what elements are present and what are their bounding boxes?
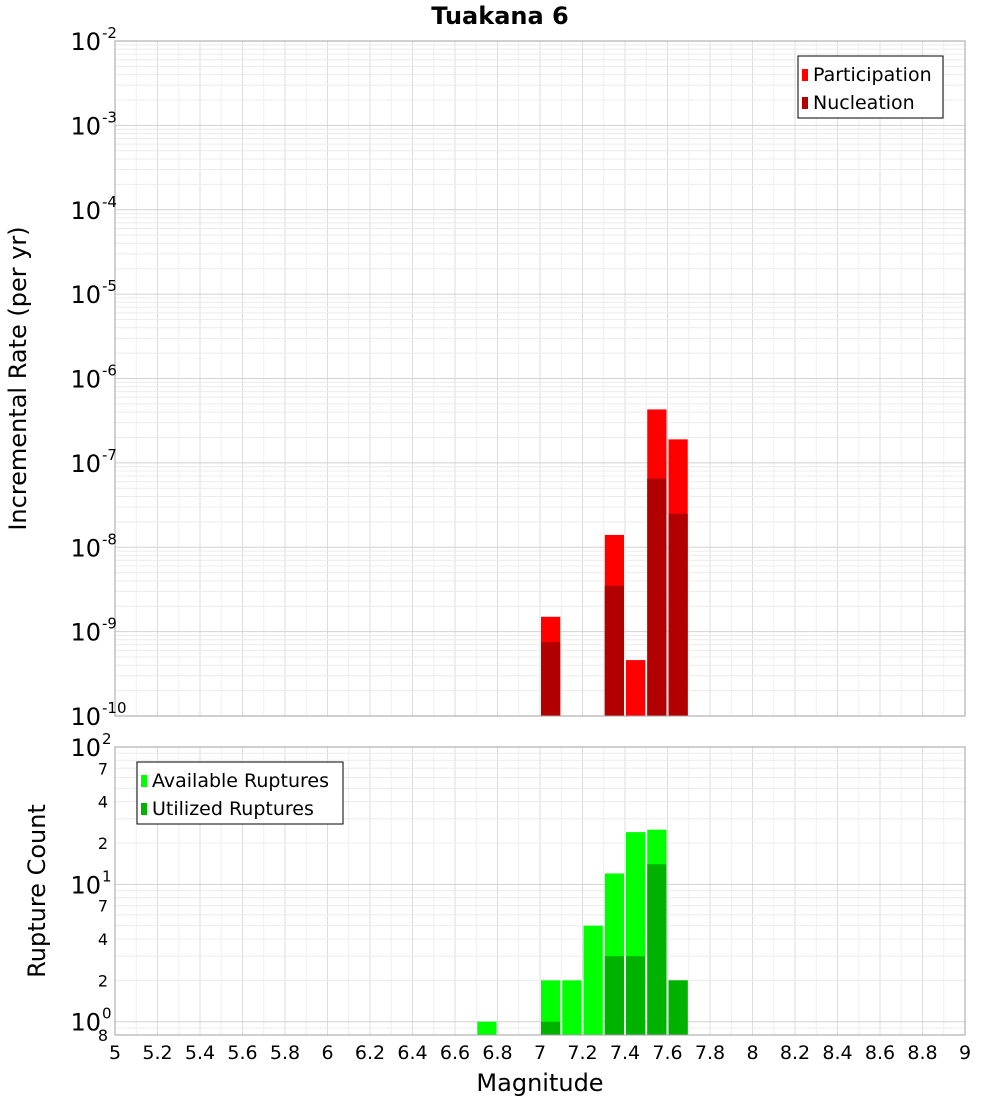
y-minor-tick-label: 8 bbox=[98, 1026, 108, 1045]
x-tick-label: 9 bbox=[959, 1042, 971, 1064]
y-minor-tick-label: 4 bbox=[98, 930, 108, 949]
y-tick-exponent: 2 bbox=[102, 730, 112, 748]
y-tick-exponent: -5 bbox=[102, 277, 117, 295]
y-tick-label: 10 bbox=[70, 197, 101, 225]
y-tick-exponent: -9 bbox=[102, 615, 117, 633]
x-tick-label: 6.6 bbox=[440, 1042, 470, 1064]
y-tick-label: 10 bbox=[70, 366, 101, 394]
chart-title: Tuakana 6 bbox=[431, 2, 569, 30]
y-tick-label: 10 bbox=[70, 734, 101, 762]
x-tick-label: 8 bbox=[746, 1042, 758, 1064]
bar-available-ruptures bbox=[477, 1021, 497, 1035]
legend-swatch bbox=[802, 97, 808, 109]
x-tick-label: 6.2 bbox=[355, 1042, 385, 1064]
y-tick-label: 10 bbox=[70, 534, 101, 562]
y-tick-exponent: -6 bbox=[102, 362, 117, 380]
legend-label: Participation bbox=[813, 64, 932, 86]
y-minor-tick-label: 4 bbox=[98, 793, 108, 812]
bar-participation bbox=[626, 660, 646, 716]
bar-available-ruptures bbox=[541, 980, 561, 1035]
y-tick-exponent: -7 bbox=[102, 446, 117, 464]
x-axis-label: Magnitude bbox=[476, 1069, 603, 1097]
x-tick-label: 7.8 bbox=[695, 1042, 725, 1064]
y-tick-exponent: 1 bbox=[102, 867, 112, 885]
x-tick-label: 6.4 bbox=[397, 1042, 427, 1064]
bar-utilized-ruptures bbox=[668, 980, 688, 1035]
x-tick-label: 8.6 bbox=[865, 1042, 895, 1064]
y-minor-tick-label: 2 bbox=[98, 971, 108, 990]
bar-nucleation bbox=[668, 513, 688, 716]
bar-nucleation bbox=[604, 585, 624, 716]
x-tick-label: 5.4 bbox=[185, 1042, 215, 1064]
y-tick-label: 10 bbox=[70, 871, 101, 899]
y-minor-tick-label: 7 bbox=[98, 759, 108, 778]
y-tick-exponent: -2 bbox=[102, 24, 117, 42]
y-tick-label: 10 bbox=[70, 450, 101, 478]
x-tick-label: 8.8 bbox=[907, 1042, 937, 1064]
x-tick-label: 7.6 bbox=[652, 1042, 682, 1064]
y-axis-label: Rupture Count bbox=[23, 804, 51, 978]
y-minor-tick-label: 2 bbox=[98, 834, 108, 853]
x-tick-label: 5.2 bbox=[142, 1042, 172, 1064]
y-tick-label: 10 bbox=[70, 281, 101, 309]
x-tick-label: 5.8 bbox=[270, 1042, 300, 1064]
x-tick-label: 8.2 bbox=[780, 1042, 810, 1064]
legend: Participation Nucleation bbox=[797, 55, 944, 119]
x-tick-label: 5 bbox=[109, 1042, 121, 1064]
y-tick-exponent: -3 bbox=[102, 108, 117, 126]
legend-label: Available Ruptures bbox=[152, 770, 329, 792]
x-tick-label: 7 bbox=[534, 1042, 546, 1064]
legend-box bbox=[797, 55, 944, 119]
plot-border bbox=[114, 746, 966, 1036]
x-tick-label: 7.4 bbox=[610, 1042, 640, 1064]
x-tick-label: 7.2 bbox=[567, 1042, 597, 1064]
bar-utilized-ruptures bbox=[647, 864, 667, 1035]
bar-nucleation bbox=[541, 642, 561, 716]
legend-label: Nucleation bbox=[813, 92, 915, 114]
y-tick-label: 10 bbox=[70, 1009, 101, 1037]
x-tick-label: 8.4 bbox=[822, 1042, 852, 1064]
legend: Available Ruptures Utilized Ruptures bbox=[136, 761, 344, 825]
x-axis: 5 5.2 5.4 5.6 5.8 6 6.2 6.4 6.6 6.8 7 7.2 7.4 7.6 7.8 8… bbox=[109, 1042, 971, 1064]
y-tick-exponent: -10 bbox=[102, 699, 127, 717]
plot-border bbox=[114, 40, 966, 717]
bar-available-ruptures bbox=[562, 980, 582, 1035]
legend-swatch bbox=[141, 775, 147, 787]
legend-box bbox=[136, 761, 344, 825]
bar-available-ruptures bbox=[583, 925, 603, 1035]
legend-label: Utilized Ruptures bbox=[152, 798, 314, 820]
y-axis-label: Incremental Rate (per yr) bbox=[4, 226, 32, 530]
y-tick-exponent: -8 bbox=[102, 530, 117, 548]
bar-utilized-ruptures bbox=[541, 1021, 561, 1035]
y-minor-tick-label: 7 bbox=[98, 897, 108, 916]
bar-utilized-ruptures bbox=[604, 956, 624, 1035]
legend-swatch bbox=[802, 69, 808, 81]
x-tick-label: 6 bbox=[321, 1042, 333, 1064]
y-tick-exponent: 0 bbox=[102, 1005, 112, 1023]
y-tick-exponent: -4 bbox=[102, 193, 117, 211]
y-tick-label: 10 bbox=[70, 112, 101, 140]
y-tick-label: 10 bbox=[70, 28, 101, 56]
legend-swatch bbox=[141, 803, 147, 815]
bar-nucleation bbox=[647, 478, 667, 716]
bar-utilized-ruptures bbox=[626, 956, 646, 1035]
y-tick-label: 10 bbox=[70, 619, 101, 647]
x-tick-label: 6.8 bbox=[482, 1042, 512, 1064]
x-tick-label: 5.6 bbox=[227, 1042, 257, 1064]
y-tick-label: 10 bbox=[70, 703, 101, 731]
